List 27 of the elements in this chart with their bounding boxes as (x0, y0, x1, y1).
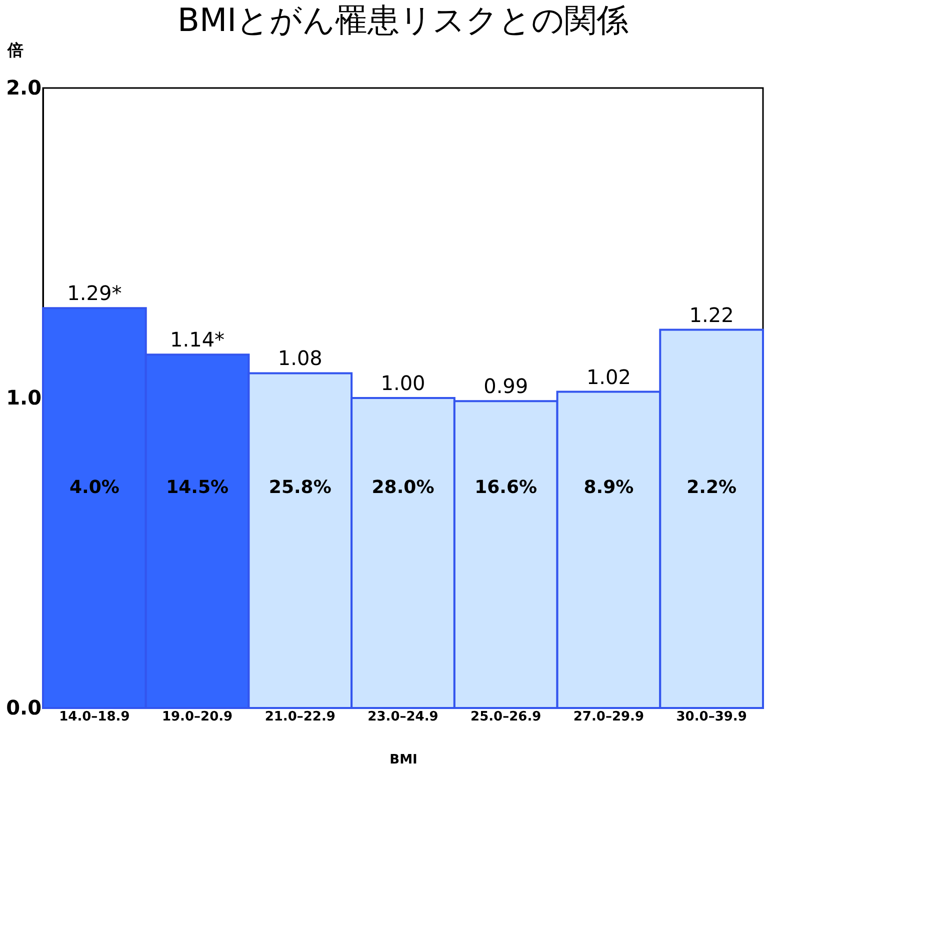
annotation: 28.0% (372, 477, 434, 498)
annotation: 25.8% (268, 477, 332, 498)
data-label: 1.00 (380, 371, 426, 395)
x-tick-label: 21.0–22.9 (264, 710, 336, 724)
annotation: 4.0% (69, 477, 120, 498)
data-label: 1.22 (689, 302, 734, 327)
y-tick-label: 2.0 (6, 76, 42, 100)
annotation: 14.5% (166, 477, 229, 498)
annotation: 8.9% (584, 477, 634, 498)
x-tick-label: 19.0–20.9 (162, 710, 233, 724)
y-tick-label: 0.0 (6, 696, 42, 720)
x-tick-label: 23.0–24.9 (368, 710, 438, 724)
data-label: 1.14* (170, 328, 225, 352)
data-label: 1.29* (67, 281, 122, 306)
y-tick-label: 1.0 (6, 386, 42, 410)
x-tick-label: 27.0–29.9 (573, 710, 644, 724)
y-axis-title: 倍 (6, 40, 24, 60)
data-label: 1.02 (586, 364, 631, 389)
x-tick-label: 14.0–18.9 (59, 710, 130, 724)
x-axis-title: BMI (390, 752, 418, 768)
x-tick-label: 25.0–26.9 (470, 710, 542, 724)
annotation: 2.2% (686, 477, 737, 498)
data-label: 1.08 (278, 346, 322, 370)
x-tick-label: 30.0–39.9 (676, 710, 747, 724)
chart-title: BMIとがん罹患リスクとの関係 (178, 1, 628, 39)
data-label: 0.99 (484, 374, 528, 398)
annotation: 16.6% (474, 477, 538, 498)
